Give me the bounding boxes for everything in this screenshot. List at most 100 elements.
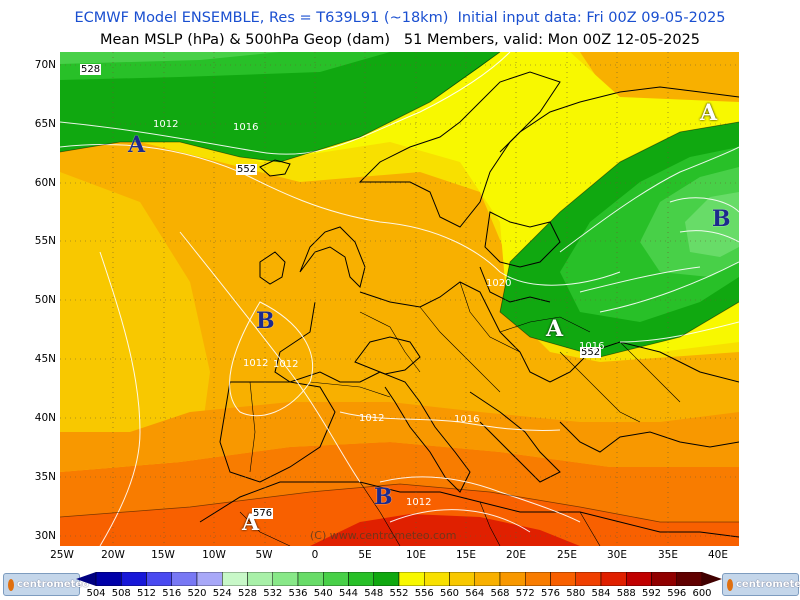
isobar-label: 1016 [454,414,480,425]
isobar-label: 1012 [273,359,299,370]
colorbar-label: 544 [338,588,359,599]
colorbar-swatch [323,572,349,586]
colorbar-label: 540 [313,588,333,599]
colorbar-label: 556 [414,588,434,599]
logo-text-right: centrometeo [736,579,800,590]
lon-label: 40E [708,549,728,561]
colorbar-swatch [575,572,602,586]
high-pressure-center: A [128,132,146,158]
logo-left: centrometeo [3,573,89,596]
high-pressure-center: A [546,316,564,342]
lat-label: 30N [34,530,56,542]
colorbar-label: 536 [288,588,308,599]
lon-label: 30E [607,549,627,561]
lon-label: 15W [151,549,175,561]
colorbar-label: 508 [111,588,131,599]
colorbar-swatch [525,572,551,586]
geopotential-label: 576 [252,508,274,519]
colorbar-swatch [398,572,425,586]
lon-label: 35E [658,549,678,561]
isobar-label: 1016 [579,341,605,352]
colorbar-swatch [121,572,147,586]
lon-label: 10E [406,549,426,561]
lat-label: 35N [34,471,56,483]
lat-label: 45N [34,353,56,365]
geopotential-label: 528 [80,64,102,75]
colorbar-label: 516 [162,588,182,599]
lon-label: 5E [358,549,372,561]
colorbar-label: 524 [212,588,232,599]
logo-text-left: centrometeo [17,579,90,590]
lat-label: 55N [34,235,56,247]
colorbar-swatch [348,572,374,586]
low-pressure-center: B [256,308,275,334]
lon-label: 0 [311,549,319,561]
colorbar-swatch [95,572,122,586]
colorbar-label: 552 [389,588,409,599]
geopotential-contours [60,52,739,523]
colorbar-label: 520 [187,588,207,599]
graticule [60,52,739,546]
colorbar-label: 504 [86,588,106,599]
colorbar-label: 592 [641,588,662,599]
colorbar-arrow-left [76,572,96,586]
centrometeo-logo-icon [8,578,14,591]
isobars [60,52,739,546]
map-subtitle: Mean MSLP (hPa) & 500hPa Geop (dam) 51 M… [99,32,701,48]
isobar-label: 1012 [359,413,385,424]
colorbar-swatch [626,572,652,586]
colorbar-label: 564 [465,588,485,599]
colorbar-label: 528 [237,588,258,599]
colorbar-label: 532 [263,588,283,599]
map-title: ECMWF Model ENSEMBLE, Res = T639L91 (~18… [74,10,726,26]
colorbar-label: 576 [540,588,561,599]
lon-label: 20W [101,549,125,561]
trough-north-548 [60,52,500,162]
colorbar-swatch [550,572,576,586]
lat-label: 50N [34,294,56,306]
watermark: (C) www.centrometeo.com [310,529,457,542]
geopotential-band-576 [60,484,739,546]
colorbar-swatch [272,572,299,586]
lon-label: 5W [255,549,273,561]
colorbar-swatch [297,572,324,586]
country-borders [239,281,681,546]
colorbar-label: 588 [616,588,636,599]
colorbar-swatch [424,572,450,586]
lat-label: 40N [34,412,56,424]
colorbar-label: 580 [566,588,586,599]
isobar-label: 1012 [243,358,269,369]
colorbar-swatch [651,572,677,586]
colorbar-label: 596 [667,588,687,599]
map-annotations: A A B A B A B 528 552 552 576 1012 1016 1016 1020 1012 1… [60,52,739,546]
isobar-label: 1016 [233,122,259,133]
centrometeo-logo-icon [727,578,733,591]
geopotential-label: 552 [580,347,602,358]
colorbar-label: 548 [364,588,384,599]
colorbar-swatch [196,572,223,586]
colorbar-swatch [222,572,248,586]
colorbar [76,572,722,586]
weather-map [60,52,739,546]
isobar-label: 1020 [486,278,512,289]
trough-north-540 [60,52,280,64]
geopotential-label: 552 [236,164,258,175]
lat-label: 65N [34,118,56,130]
colorbar-swatch [171,572,198,586]
lon-label: 25W [50,549,74,561]
lat-label: 60N [34,177,56,189]
colorbar-swatch [676,572,703,586]
colorbar-swatch [146,572,172,586]
colorbar-swatch [474,572,501,586]
isobar-label: 1012 [406,497,432,508]
colorbar-label: 600 [692,588,712,599]
lon-label: 10W [202,549,226,561]
geopotential-band-580 [310,514,580,546]
colorbar-swatch [499,572,526,586]
geopotential-band-560-west [60,172,210,492]
high-pressure-center: A [700,100,718,126]
colorbar-swatch [247,572,273,586]
lat-label: 70N [34,59,56,71]
low-pressure-center: B [712,206,731,232]
geopotential-band-568 [60,402,739,472]
